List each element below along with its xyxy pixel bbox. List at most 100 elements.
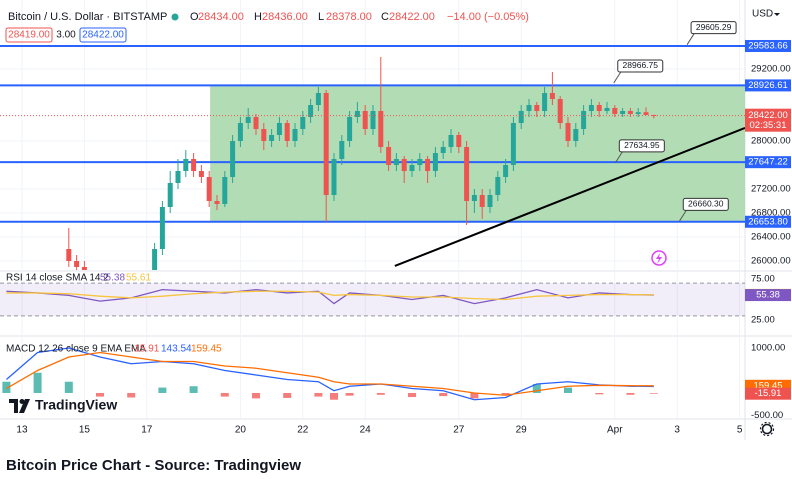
candle-body <box>627 111 633 114</box>
y-tick-label: 1000.00 <box>751 342 785 353</box>
pane-legend-value: 55.38 <box>100 273 125 284</box>
histogram-bar <box>649 392 658 394</box>
bid: 28419.00 <box>8 30 50 41</box>
y-tick-label: 27200.00 <box>751 184 791 195</box>
market-status <box>171 13 179 21</box>
candle-body <box>534 105 540 111</box>
indicator-line <box>6 290 654 301</box>
histogram-bar <box>2 381 11 393</box>
price-tag <box>745 387 791 400</box>
alert-icon-bolt <box>656 253 662 264</box>
candle-body <box>651 114 657 116</box>
candle-body <box>409 165 415 171</box>
ohlc-value: 28436.00 <box>262 11 308 23</box>
histogram-bar <box>376 392 385 395</box>
trendline <box>394 127 745 267</box>
histogram-bar <box>329 392 338 400</box>
candle-body <box>308 105 314 117</box>
candle-body <box>183 159 189 171</box>
candle-body <box>315 93 321 105</box>
candle-body <box>393 159 399 165</box>
candle-body <box>596 105 602 111</box>
histogram-bar <box>127 392 136 398</box>
settings[interactable] <box>759 421 775 437</box>
histogram-bar <box>407 392 416 398</box>
x-tick-label: 5 <box>737 425 743 436</box>
candle-body <box>440 147 446 153</box>
price-tag-label: 55.38 <box>756 290 780 301</box>
candle-body <box>479 195 485 207</box>
logo-mark <box>9 399 18 413</box>
candle-body <box>300 117 306 129</box>
histogram-bar <box>251 392 260 399</box>
candle-body <box>432 153 438 171</box>
chart-layer: 29605.29 28966.75 27634.95 26660.30 29200.00… <box>0 0 791 436</box>
histogram-bar <box>501 392 510 395</box>
ohlc-key: C <box>381 11 389 23</box>
candle-body <box>253 117 259 129</box>
logo: TradingView <box>9 397 117 413</box>
candle-body <box>362 111 368 129</box>
candle-body <box>370 111 376 129</box>
last-price-label: 28422.00 <box>748 110 788 121</box>
candle-body <box>222 177 228 204</box>
callout-leader <box>686 33 695 45</box>
callout-label: 27634.95 <box>624 140 660 150</box>
currency: USD <box>752 9 773 20</box>
pane: 29605.29 28966.75 27634.95 26660.30 <box>0 21 745 270</box>
candle-body <box>230 141 236 177</box>
pane-legend-value: 55.61 <box>126 273 151 284</box>
pane-legend-value: 159.45 <box>191 344 222 355</box>
pane-legend-value: -15.91 <box>131 344 160 355</box>
candle-body <box>292 129 298 141</box>
settings-icon[interactable] <box>761 423 773 435</box>
candle-body <box>526 105 532 111</box>
x-tick-label: 17 <box>141 425 153 436</box>
histogram-bar <box>564 387 573 393</box>
pane-label: RSI 14 close SMA 14 2 <box>6 273 109 284</box>
candle-body <box>198 171 204 177</box>
candle-body <box>635 112 641 114</box>
pane-legend-value: 143.54 <box>161 344 192 355</box>
caption: Bitcoin Price Chart - Source: Tradingvie… <box>6 457 301 474</box>
currency-caret <box>774 13 780 16</box>
price-tag-label: 159.45 <box>753 380 782 391</box>
histogram-bar <box>283 392 292 398</box>
candle-body <box>167 183 173 207</box>
symbol-title: Bitcoin / U.S. Dollar · BITSTAMP <box>8 11 167 23</box>
candle-body <box>565 123 571 141</box>
ohlc-key: H <box>254 11 262 23</box>
y-tick-label: 26000.00 <box>751 256 791 267</box>
y-tick-label: 25.00 <box>751 315 775 326</box>
candle-body <box>245 117 251 123</box>
candle-body <box>643 112 649 115</box>
candle-body <box>159 207 165 249</box>
pane <box>0 282 745 317</box>
ask: 28422.00 <box>82 30 124 41</box>
ohlc-key: O <box>190 11 199 23</box>
x-tick-label: 3 <box>674 425 680 436</box>
histogram-bar <box>532 383 541 393</box>
y-tick-label: 26400.00 <box>751 232 791 243</box>
candle-body <box>276 123 282 135</box>
alert-icon[interactable] <box>651 250 667 266</box>
histogram-bar <box>33 372 42 393</box>
candle-body <box>354 111 360 117</box>
price-tag-label: 26653.80 <box>748 216 788 227</box>
x-tick-label: 13 <box>16 425 28 436</box>
countdown: 02:35:31 <box>750 120 787 131</box>
histogram-bar <box>314 392 323 397</box>
x-tick-label: 22 <box>297 425 309 436</box>
spread: 3.00 <box>56 30 76 41</box>
price-tag-label: 28926.61 <box>748 80 788 91</box>
range-rectangle <box>210 85 745 222</box>
candle-body <box>339 141 345 159</box>
ask-box <box>79 27 127 43</box>
candle-body <box>612 108 618 114</box>
y-tick-label: 75.00 <box>751 273 775 284</box>
price-tag-label: -15.91 <box>755 388 782 399</box>
price-tag-label: 27647.22 <box>748 157 788 168</box>
candle-body <box>323 93 329 195</box>
candle-body <box>269 135 275 141</box>
